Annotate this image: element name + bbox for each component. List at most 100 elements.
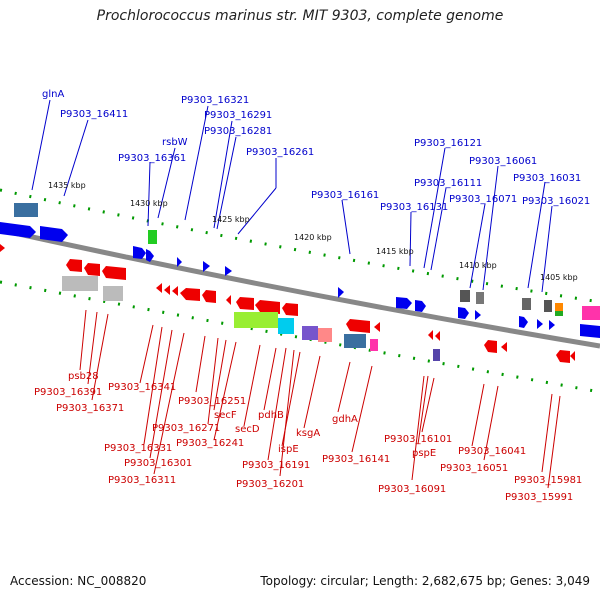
gene-label-top: P9303_16411 (60, 109, 128, 120)
gene-block-green (555, 311, 563, 316)
gene-label-top: P9303_16281 (204, 126, 272, 137)
gene-label-bottom: secF (214, 410, 237, 421)
gene-label-top: P9303_16121 (414, 138, 482, 149)
gene-block-blue (14, 203, 38, 217)
gene-label-bottom: P9303_16371 (56, 403, 124, 414)
gene-block-grey (476, 292, 484, 304)
gene-block-green (148, 230, 157, 244)
gene-label-top: P9303_16061 (469, 156, 537, 167)
gene-arrow-reverse (570, 351, 575, 361)
gene-label-top: glnA (42, 89, 64, 100)
gene-label-bottom: P9303_15991 (505, 492, 573, 503)
gene-label-bottom: psb28 (68, 371, 99, 382)
gene-arrow-forward (549, 320, 555, 330)
gene-label-top: P9303_16321 (181, 95, 249, 106)
gene-arrow-reverse (255, 300, 280, 314)
gene-block-magenta (582, 306, 600, 320)
gene-arrow-reverse (102, 266, 126, 280)
gene-label-bottom: P9303_16141 (322, 454, 390, 465)
gene-arrow-forward (458, 307, 469, 319)
gene-block-pink (318, 328, 332, 342)
top-leader-lines (31, 99, 553, 293)
gene-label-bottom: ksgA (296, 428, 320, 439)
kbp-tick-label: 1415 kbp (376, 247, 414, 256)
gene-label-bottom: P9303_16091 (378, 484, 446, 495)
gene-arrow-reverse (346, 319, 370, 333)
gene-arrow-reverse (501, 342, 507, 352)
gene-block-blue (344, 334, 366, 348)
gene-arrow-forward (396, 297, 412, 309)
gene-block-purple (302, 326, 318, 340)
gene-label-bottom: P9303_16201 (236, 479, 304, 490)
gene-block-magenta (370, 339, 378, 351)
gene-label-bottom: P9303_16191 (242, 460, 310, 471)
gene-arrow-forward (225, 266, 232, 276)
accession-text: Accession: NC_008820 (10, 574, 147, 588)
gene-block-lime (234, 312, 278, 328)
bottom-gene-labels: psb28 P9303_16391 P9303_16371 P9303_1634… (34, 371, 582, 503)
gene-arrow-reverse (202, 290, 216, 303)
gene-arrow-forward (0, 222, 36, 238)
gene-arrow-reverse (556, 350, 570, 363)
gene-arrow-forward (580, 324, 600, 338)
top-gene-labels: glnA P9303_16411 P9303_16321 P9303_16291… (42, 89, 590, 213)
gene-arrow-forward (40, 226, 68, 242)
gene-arrow-reverse (374, 322, 380, 332)
gene-block-lightgrey (103, 286, 123, 301)
gene-label-bottom: P9303_16101 (384, 434, 452, 445)
kbp-tick-label: 1430 kbp (130, 199, 168, 208)
gene-label-bottom: P9303_16051 (440, 463, 508, 474)
gene-label-top: P9303_16111 (414, 178, 482, 189)
gene-block-grey (522, 298, 531, 310)
genome-title: Prochlorococcus marinus str. MIT 9303, c… (96, 8, 504, 24)
gene-block-grey (544, 300, 552, 312)
gene-arrow-forward (203, 261, 210, 272)
kbp-tick-label: 1405 kbp (540, 273, 578, 282)
kbp-tick-label: 1420 kbp (294, 233, 332, 242)
outer-ruler (0, 188, 600, 304)
gene-label-bottom: P9303_16311 (108, 475, 176, 486)
gene-label-bottom: ispE (278, 444, 299, 455)
gene-label-top: P9303_16021 (522, 196, 590, 207)
gene-label-top: P9303_16291 (204, 110, 272, 121)
gene-arrow-reverse (66, 259, 82, 272)
kbp-ticks: 1435 kbp 1430 kbp 1425 kbp 1420 kbp 1415… (48, 181, 578, 282)
gene-block-orange (555, 303, 563, 311)
gene-arrow-forward (415, 300, 426, 312)
gene-arrow-reverse (180, 288, 200, 301)
gene-label-bottom: P9303_16251 (178, 396, 246, 407)
forward-genes (0, 203, 600, 338)
kbp-tick-label: 1425 kbp (212, 215, 250, 224)
gene-block-lightgrey (62, 276, 98, 291)
gene-arrow-forward (338, 287, 344, 298)
gene-arrow-reverse (156, 283, 162, 293)
gene-label-bottom: P9303_16041 (458, 446, 526, 457)
gene-label-top: P9303_16071 (449, 194, 517, 205)
bottom-leader-lines (79, 309, 561, 489)
gene-label-bottom: P9303_16341 (108, 382, 176, 393)
gene-label-bottom: P9303_16391 (34, 387, 102, 398)
reverse-genes (0, 244, 575, 363)
gene-label-bottom: pdhB (258, 410, 284, 421)
gene-arrow-forward (177, 257, 182, 267)
gene-arrow-reverse (435, 331, 440, 341)
gene-arrow-reverse (428, 330, 433, 340)
gene-label-bottom: pspE (412, 448, 436, 459)
gene-label-bottom: P9303_15981 (514, 475, 582, 486)
gene-block-cyan (278, 318, 294, 334)
gene-label-bottom: P9303_16331 (104, 443, 172, 454)
kbp-tick-label: 1435 kbp (48, 181, 86, 190)
gene-arrow-forward (146, 249, 154, 262)
gene-arrow-forward (519, 316, 528, 328)
gene-label-top: P9303_16361 (118, 153, 186, 164)
gene-label-bottom: secD (235, 424, 260, 435)
genome-summary-text: Topology: circular; Length: 2,682,675 bp… (260, 574, 590, 588)
gene-arrow-reverse (172, 286, 178, 296)
gene-label-bottom: P9303_16301 (124, 458, 192, 469)
gene-label-top: rsbW (162, 137, 188, 148)
gene-label-bottom: gdhA (332, 414, 358, 425)
gene-label-top: P9303_16261 (246, 147, 314, 158)
gene-arrow-reverse (0, 244, 5, 252)
